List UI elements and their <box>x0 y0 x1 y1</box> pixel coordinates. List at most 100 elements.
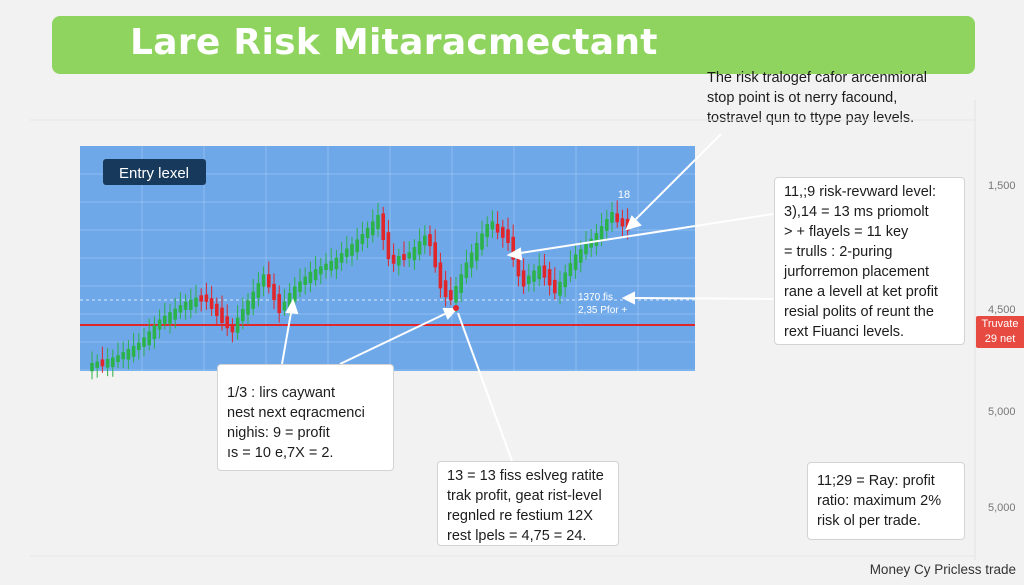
candlesticks <box>90 200 630 380</box>
bull-candle <box>313 269 318 281</box>
bull-candle <box>589 238 593 248</box>
bull-candle <box>147 331 151 346</box>
bull-candle <box>573 254 578 271</box>
bull-candle <box>469 252 474 268</box>
callout-arrow <box>457 312 513 462</box>
arrow-head <box>285 298 299 315</box>
bear-candle <box>495 223 500 233</box>
axis-label: 5,000 <box>988 502 1016 514</box>
bear-candle <box>402 254 406 261</box>
intro-note: The risk tralogef cafor arcenmioral stop… <box>707 68 927 128</box>
bull-candle <box>121 352 125 360</box>
bull-candle <box>246 300 250 315</box>
bear-candle <box>220 307 224 323</box>
bull-candle <box>532 270 536 282</box>
bull-candle <box>131 345 136 357</box>
callout-line: 11;29 = Ray: profit <box>817 473 935 489</box>
bull-candle <box>563 272 567 288</box>
profit-target-callout: 13 = 13 fiss eslveg ratite trak profit, … <box>437 461 619 546</box>
bull-candle <box>235 317 240 333</box>
callout-arrow <box>630 133 722 225</box>
bull-candle <box>339 253 344 263</box>
callout-line: nighis: 9 = profit <box>227 425 330 441</box>
bull-candle <box>584 244 588 255</box>
price-tag-line: 29 net <box>984 333 1016 345</box>
callout-line: resial polits of reunt the <box>784 304 934 320</box>
bull-candle <box>90 363 94 372</box>
bear-candle <box>625 218 630 231</box>
callout-line: regnled re festium 12X <box>447 508 593 524</box>
callout-line: nest next eqracmenci <box>227 405 365 421</box>
bull-candle <box>319 266 323 275</box>
bull-candle <box>423 235 427 246</box>
bear-candle <box>511 236 515 260</box>
bull-candle <box>116 355 120 363</box>
entry-callout: 1/3 : lirs caywant nest next eqracmenci … <box>217 364 394 471</box>
bull-candle <box>558 281 562 296</box>
bull-candle <box>293 286 297 302</box>
bull-candle <box>105 358 110 368</box>
callout-line: 1/3 : lirs caywant <box>227 385 335 401</box>
intro-note-line: stop point is ot nerry facound, <box>707 90 898 106</box>
bull-candle <box>376 215 380 230</box>
bull-candle <box>329 260 333 271</box>
bear-candle <box>501 226 505 238</box>
bull-candle <box>256 283 261 298</box>
callout-line: risk ol per trade. <box>817 513 921 529</box>
bull-candle <box>163 315 167 324</box>
callout-arrow <box>513 213 774 255</box>
bear-candle <box>443 280 448 298</box>
bull-candle <box>261 274 266 287</box>
bull-candle <box>334 257 339 270</box>
callout-line: 13 = 13 fiss eslveg ratite <box>447 468 604 484</box>
bear-candle <box>428 234 432 247</box>
arrow-head <box>625 215 642 231</box>
bear-candle <box>615 213 619 223</box>
level-label: 1370 fis <box>578 292 613 303</box>
bear-candle <box>272 283 276 301</box>
bull-candle <box>490 221 495 230</box>
callout-line: = trulls : 2-puring <box>784 244 893 260</box>
bull-candle <box>183 301 188 310</box>
bull-candle <box>412 247 417 261</box>
callout-line: jurforremon placement <box>784 264 930 280</box>
entry-level-badge <box>103 159 206 185</box>
bull-candle <box>537 265 541 280</box>
arrow-head <box>621 291 635 305</box>
bear-candle <box>547 269 552 286</box>
bull-candle <box>568 263 573 277</box>
bull-candle <box>594 233 599 246</box>
axis-label: 5,000 <box>988 406 1016 418</box>
bear-candle <box>620 218 625 227</box>
callout-line: trak profit, geat rist-level <box>447 488 602 504</box>
bull-candle <box>527 275 531 284</box>
bear-candle <box>506 229 510 243</box>
bull-candle <box>251 291 255 309</box>
axis-label: 4,500 <box>988 304 1016 316</box>
risk-reward-callout: 11,;9 risk-revward level: 3),14 = 13 ms … <box>774 177 965 345</box>
bear-candle <box>225 316 229 329</box>
bull-candle <box>371 221 375 236</box>
bull-candle <box>454 286 458 303</box>
title-banner: Lare Risk Mitaracmectant <box>52 16 975 74</box>
bull-candle <box>397 255 401 266</box>
bull-candle <box>417 241 422 255</box>
bear-candle <box>267 274 271 288</box>
callout-line: > + flayels = 11 key <box>784 224 909 240</box>
bear-candle <box>553 279 557 294</box>
entry-marker <box>453 305 459 311</box>
bull-candle <box>287 293 292 308</box>
bull-candle <box>241 309 245 322</box>
bull-candle <box>480 233 484 250</box>
bull-candle <box>194 297 198 307</box>
bull-candle <box>605 219 609 231</box>
bull-candle <box>459 274 463 293</box>
bull-candle <box>178 305 183 313</box>
callout-arrow <box>339 310 452 365</box>
bull-candle <box>303 276 307 285</box>
bear-candle <box>521 270 526 287</box>
bull-candle <box>365 227 370 239</box>
bull-candle <box>350 244 354 256</box>
bear-candle <box>230 324 235 333</box>
intro-note-line: The risk tralogef cafor arcenmioral <box>707 70 927 86</box>
